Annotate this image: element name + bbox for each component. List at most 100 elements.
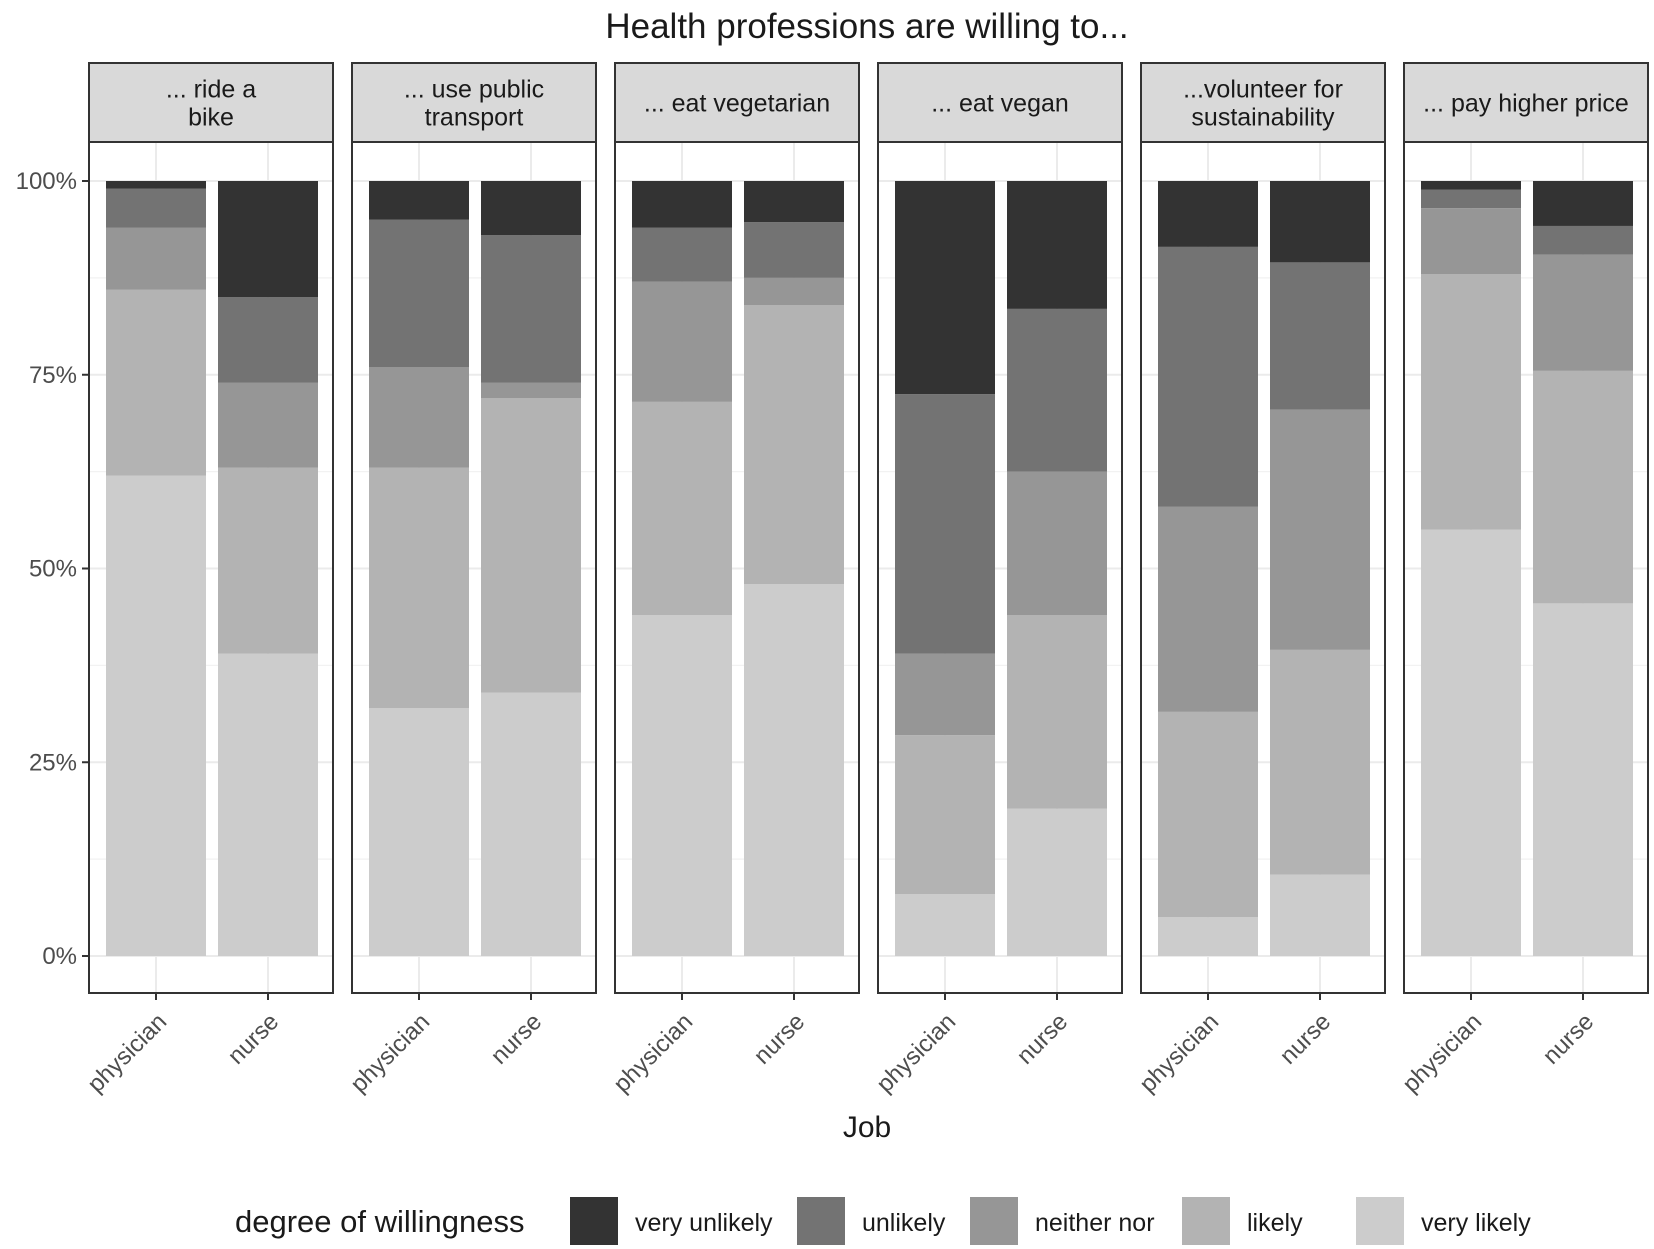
bar-segment-physician-very-unlikely	[106, 181, 206, 189]
bar-segment-nurse-likely	[218, 467, 318, 654]
bar-segment-nurse-very-likely	[1270, 874, 1370, 956]
x-tick-label-physician: physician	[871, 1008, 961, 1098]
bar-segment-physician-very-unlikely	[895, 181, 995, 395]
bar-segment-physician-unlikely	[106, 188, 206, 228]
y-axis: 0% 25% 50% 75% 100%	[16, 168, 89, 970]
legend-label-unlikely: unlikely	[862, 1209, 946, 1237]
bar-segment-nurse-unlikely	[481, 235, 581, 383]
bar-segment-physician-neither-nor	[1158, 506, 1258, 712]
facet-strip	[1403, 62, 1649, 143]
panel-4: ... eat vegan physician nurse	[871, 62, 1123, 1098]
panel-1: ... ride a bike physician nurse	[82, 62, 334, 1098]
legend-key-unlikely	[797, 1197, 845, 1245]
x-tick-label-physician: physician	[345, 1008, 435, 1098]
bar-segment-physician-very-unlikely	[369, 181, 469, 220]
bar-segment-physician-unlikely	[1158, 246, 1258, 507]
x-tick-label-nurse: nurse	[1012, 1008, 1074, 1070]
x-tick-label-nurse: nurse	[749, 1008, 811, 1070]
bar-segment-nurse-unlikely	[1270, 262, 1370, 410]
bar-segment-physician-very-likely	[1421, 529, 1521, 956]
legend-key-neither-nor	[970, 1197, 1018, 1245]
x-tick-label-physician: physician	[608, 1008, 698, 1098]
bar-segment-physician-unlikely	[895, 394, 995, 654]
bar-segment-physician-neither-nor	[369, 367, 469, 468]
chart-title: Health professions are willing to...	[605, 7, 1128, 46]
bar-segment-physician-unlikely	[369, 219, 469, 367]
bar-segment-physician-very-unlikely	[1421, 181, 1521, 190]
x-axis-label: Job	[843, 1111, 891, 1144]
bar-segment-nurse-neither-nor	[218, 382, 318, 468]
x-tick-label-physician: physician	[82, 1008, 172, 1098]
bar-segment-nurse-unlikely	[218, 297, 318, 383]
bar-segment-nurse-likely	[744, 305, 844, 584]
bar-segment-physician-likely	[1421, 274, 1521, 530]
bar-segment-nurse-very-unlikely	[1007, 181, 1107, 309]
bar-segment-physician-likely	[106, 289, 206, 476]
bar-segment-physician-very-likely	[1158, 917, 1258, 956]
bar-segment-nurse-neither-nor	[481, 382, 581, 398]
bar-segment-physician-likely	[632, 401, 732, 615]
bar-segment-nurse-very-likely	[1007, 808, 1107, 956]
y-tick-label: 100%	[16, 168, 77, 195]
x-tick-label-nurse: nurse	[1275, 1008, 1337, 1070]
x-tick-label-physician: physician	[1397, 1008, 1487, 1098]
bar-segment-physician-very-likely	[632, 615, 732, 956]
bar-segment-nurse-neither-nor	[1533, 254, 1633, 371]
panel-6: ... pay higher price physician nurse	[1397, 62, 1649, 1098]
bar-segment-nurse-very-likely	[218, 653, 318, 956]
bar-segment-physician-neither-nor	[106, 227, 206, 290]
facet-strip-label: ... eat vegetarian	[644, 90, 830, 118]
bar-segment-physician-very-unlikely	[1158, 181, 1258, 247]
facet-strip	[88, 62, 334, 143]
y-tick-label: 25%	[29, 749, 77, 776]
bar-segment-physician-very-likely	[369, 708, 469, 956]
panel-5: ...volunteer for sustainability physician n…	[1134, 62, 1386, 1098]
x-tick-label-nurse: nurse	[486, 1008, 548, 1070]
bar-segment-physician-unlikely	[632, 227, 732, 282]
bar-segment-nurse-likely	[481, 398, 581, 693]
bar-segment-physician-very-likely	[895, 894, 995, 956]
y-tick-label: 75%	[29, 362, 77, 389]
y-tick-label: 50%	[29, 556, 77, 583]
legend-key-very-likely	[1356, 1197, 1404, 1245]
panel-2: ... use public transport physician nurse	[345, 62, 597, 1098]
bar-segment-nurse-unlikely	[744, 222, 844, 278]
y-tick-label: 0%	[42, 943, 77, 970]
bar-segment-physician-neither-nor	[632, 281, 732, 402]
facet-strip-label: ... eat vegan	[931, 90, 1069, 118]
bar-segment-physician-likely	[1158, 711, 1258, 918]
legend-title: degree of willingness	[235, 1204, 525, 1239]
legend-key-likely	[1182, 1197, 1230, 1245]
bar-segment-nurse-unlikely	[1007, 308, 1107, 472]
x-tick-label-nurse: nurse	[1538, 1008, 1600, 1070]
legend: degree of willingness very unlikely unlik…	[235, 1197, 1531, 1245]
facet-strip-label: ... ride a bike	[166, 76, 256, 132]
bar-segment-nurse-very-unlikely	[1533, 181, 1633, 226]
facet-strip-label: ... use public transport	[404, 76, 544, 132]
legend-label-very-unlikely: very unlikely	[635, 1209, 773, 1237]
bar-segment-physician-very-likely	[106, 475, 206, 956]
bar-segment-nurse-very-unlikely	[1270, 181, 1370, 263]
bar-segment-physician-likely	[369, 467, 469, 708]
bar-segment-physician-unlikely	[1421, 189, 1521, 209]
facet-strip-label: ...volunteer for sustainability	[1183, 76, 1343, 132]
bar-segment-nurse-neither-nor	[1007, 471, 1107, 615]
bar-segment-nurse-very-unlikely	[218, 181, 318, 298]
panel-3: ... eat vegetarian physician nurse	[608, 62, 860, 1098]
bar-segment-nurse-neither-nor	[1270, 409, 1370, 650]
bar-segment-nurse-neither-nor	[744, 277, 844, 305]
facet-strip	[1140, 62, 1386, 143]
x-tick-label-physician: physician	[1134, 1008, 1224, 1098]
bar-segment-physician-likely	[895, 735, 995, 894]
legend-label-likely: likely	[1247, 1209, 1303, 1237]
bar-segment-physician-neither-nor	[895, 653, 995, 736]
bar-segment-physician-neither-nor	[1421, 208, 1521, 274]
x-tick-label-nurse: nurse	[223, 1008, 285, 1070]
facet-strip	[351, 62, 597, 143]
bar-segment-nurse-very-unlikely	[744, 181, 844, 223]
facet-strip-label: ... pay higher price	[1423, 90, 1629, 118]
bar-segment-nurse-likely	[1007, 615, 1107, 809]
bar-segment-nurse-likely	[1270, 649, 1370, 875]
bar-segment-nurse-very-likely	[481, 692, 581, 956]
